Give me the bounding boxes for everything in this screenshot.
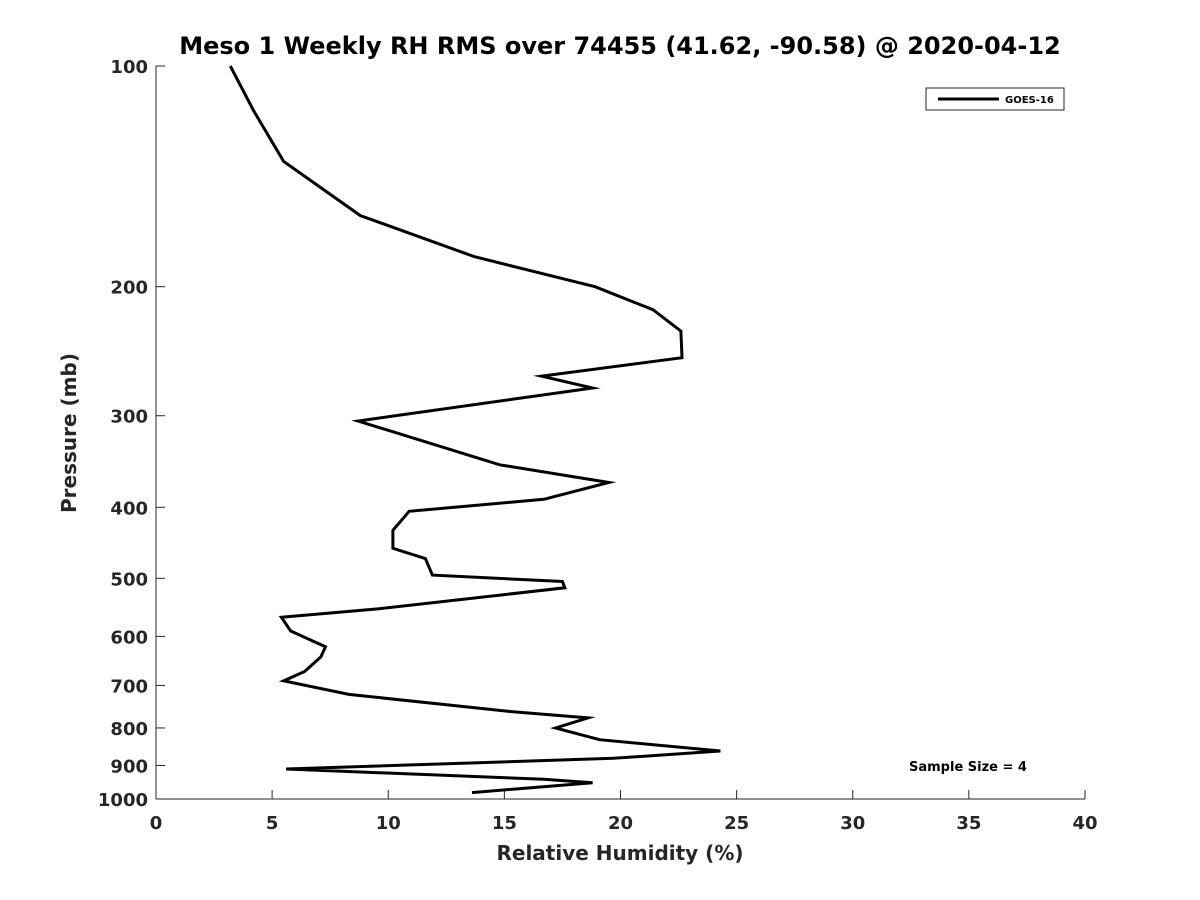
- legend-label-goes-16: GOES-16: [1005, 95, 1054, 106]
- y-axis: 100 200 300 400 500 600 700 800 900 1000: [98, 57, 165, 811]
- legend: GOES-16: [925, 87, 1065, 111]
- x-tick-label: 40: [1072, 813, 1097, 834]
- y-tick-label: 500: [110, 569, 148, 590]
- y-axis-label: Pressure (mb): [57, 353, 81, 513]
- y-tick-label: 700: [110, 676, 148, 697]
- y-tick-label: 100: [110, 57, 148, 78]
- y-tick-label: 400: [110, 498, 148, 519]
- y-tick-label: 300: [110, 407, 148, 428]
- series-line-0: [228, 65, 721, 795]
- y-tick-label: 600: [110, 627, 148, 648]
- x-tick-label: 20: [608, 813, 633, 834]
- x-axis-label: Relative Humidity (%): [496, 841, 743, 865]
- x-tick-label: 25: [724, 813, 749, 834]
- chart-title: Meso 1 Weekly RH RMS over 74455 (41.62, …: [179, 32, 1061, 60]
- x-tick-label: 10: [376, 813, 401, 834]
- x-tick-label: 15: [492, 813, 517, 834]
- x-tick-label: 35: [956, 813, 981, 834]
- y-tick-label: 1000: [98, 790, 148, 811]
- y-tick-label: 200: [110, 278, 148, 299]
- sample-size-annotation: Sample Size = 4: [909, 760, 1027, 775]
- y-tick-label: 800: [110, 719, 148, 740]
- x-tick-label: 30: [840, 813, 865, 834]
- series-layer: [228, 65, 721, 795]
- x-tick-label: 0: [150, 813, 163, 834]
- x-tick-label: 5: [266, 813, 279, 834]
- x-axis: 0 5 10 15 20 25 30 35 40: [150, 790, 1098, 834]
- y-tick-label: 900: [110, 756, 148, 777]
